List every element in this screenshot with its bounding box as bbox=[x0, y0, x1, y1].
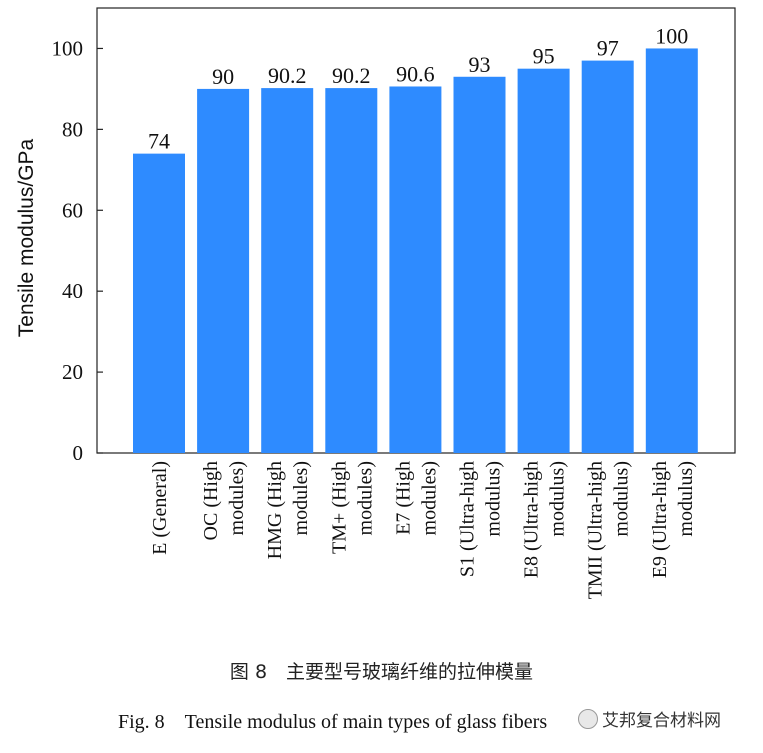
bar bbox=[389, 86, 442, 454]
x-category-label: E (General) bbox=[149, 461, 171, 555]
watermark: 艾邦复合材料网 bbox=[572, 704, 727, 733]
figure-caption-english: Fig. 8 Tensile modulus of main types of … bbox=[118, 711, 548, 733]
bar bbox=[261, 88, 314, 453]
bar-value-label: 90.2 bbox=[268, 63, 307, 88]
bar bbox=[645, 48, 698, 454]
y-tick-label: 0 bbox=[73, 441, 84, 465]
bar bbox=[517, 68, 570, 453]
bar bbox=[325, 88, 378, 453]
bar-value-label: 97 bbox=[597, 36, 619, 61]
x-category-label-line: modules) bbox=[226, 461, 248, 535]
x-category-label: HMG (High modules) bbox=[264, 461, 312, 559]
x-category-label-line: modules) bbox=[290, 461, 312, 535]
bar bbox=[197, 88, 250, 453]
x-category-label: TM+ (High modules) bbox=[328, 461, 376, 554]
x-category-label-line: TM+ (High bbox=[328, 461, 350, 554]
x-category-label-line: modulus) bbox=[547, 461, 569, 537]
x-category-label: E7 (High modules) bbox=[392, 461, 440, 535]
watermark-logo-icon bbox=[578, 708, 598, 729]
bar-value-label: 100 bbox=[655, 23, 688, 48]
bar-value-label: 93 bbox=[469, 52, 491, 77]
y-tick-label: 100 bbox=[52, 36, 84, 60]
bar-value-label: 90 bbox=[212, 64, 234, 89]
x-category-label: E8 (Ultra-high modulus) bbox=[521, 461, 569, 578]
x-category-label-line: E7 (High bbox=[392, 461, 414, 535]
x-category-label: TMII (Ultra-high modulus) bbox=[585, 461, 633, 599]
bar-value-label: 95 bbox=[533, 44, 555, 69]
x-category-label: E9 (Ultra-high modulus) bbox=[649, 461, 697, 578]
x-category-label-line: modules) bbox=[418, 461, 440, 535]
watermark-text: 艾邦复合材料网 bbox=[602, 711, 721, 731]
y-tick-label: 40 bbox=[62, 279, 83, 303]
x-category-label: S1 (Ultra-high modulus) bbox=[457, 461, 505, 577]
x-category-label-line: modulus) bbox=[611, 461, 633, 537]
figure-caption-chinese: 图 8 主要型号玻璃纤维的拉伸模量 bbox=[229, 661, 534, 683]
y-tick-label: 20 bbox=[62, 360, 83, 384]
chart-data-labels: 74 90 90.2 90.2 90.6 93 95 97 100 bbox=[148, 23, 688, 153]
x-category-label-line: E9 (Ultra-high bbox=[649, 461, 671, 578]
x-category-label-line: HMG (High bbox=[264, 461, 286, 559]
x-category-label-line: modulus) bbox=[483, 461, 505, 537]
bar-value-label: 90.6 bbox=[396, 61, 435, 86]
x-category-label: OC (High modules) bbox=[200, 461, 248, 540]
x-category-label-line: OC (High bbox=[200, 461, 222, 540]
x-category-label-line: modulus) bbox=[675, 461, 697, 537]
bar-value-label: 90.2 bbox=[332, 63, 371, 88]
bar bbox=[581, 60, 634, 453]
bar bbox=[453, 76, 506, 453]
bar bbox=[133, 153, 185, 454]
x-category-label-line: TMII (Ultra-high bbox=[585, 461, 607, 599]
x-category-label-line: E8 (Ultra-high bbox=[521, 461, 543, 578]
x-category-label-line: S1 (Ultra-high bbox=[457, 461, 479, 577]
chart-bars bbox=[133, 48, 698, 454]
y-tick-label: 80 bbox=[62, 117, 83, 141]
y-tick-label: 60 bbox=[62, 198, 83, 222]
bar-chart: 0 20 40 60 80 100 74 90 90.2 90.2 90.6 93 95 97 100 E… bbox=[15, 7, 736, 599]
bar-value-label: 74 bbox=[148, 129, 170, 154]
x-category-label-line: E (General) bbox=[149, 461, 171, 555]
y-axis-title: Tensile modulus/GPa bbox=[15, 138, 38, 337]
x-category-label-line: modules) bbox=[354, 461, 376, 535]
chart-category-labels: E (General) OC (High modules) HMG (High modu… bbox=[149, 461, 697, 599]
